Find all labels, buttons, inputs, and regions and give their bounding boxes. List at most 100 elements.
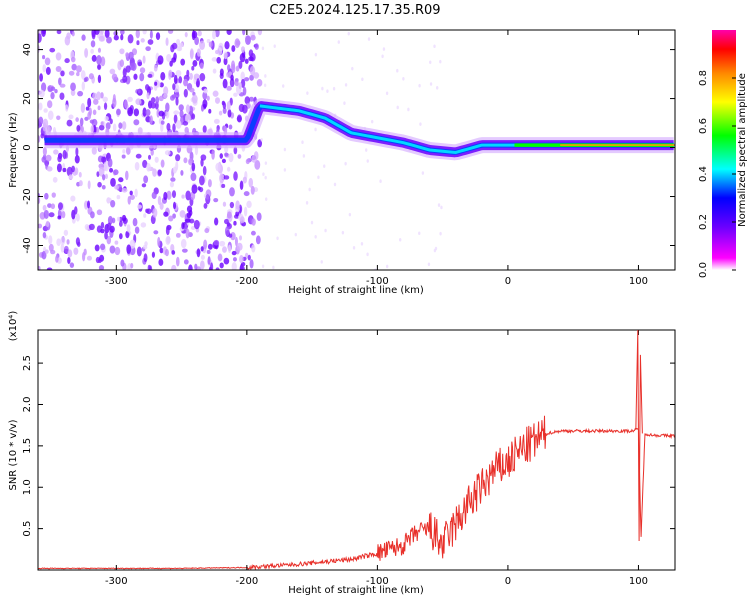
noise-blob	[218, 42, 224, 52]
noise-blob	[196, 78, 200, 88]
noise-blob	[53, 149, 59, 155]
noise-blob	[104, 116, 109, 122]
noise-blob	[261, 46, 265, 51]
noise-blob	[224, 152, 229, 157]
noise-blob	[264, 161, 268, 165]
noise-blob	[88, 73, 94, 80]
noise-blob	[84, 47, 89, 58]
noise-blob	[91, 31, 96, 40]
noise-blob	[97, 181, 102, 188]
noise-blob	[45, 154, 52, 162]
noise-blob	[160, 72, 166, 81]
noise-blob	[109, 168, 114, 173]
noise-blob	[222, 107, 227, 114]
chart-title: C2E5.2024.125.17.35.R09	[269, 3, 440, 18]
noise-blob	[98, 35, 105, 42]
noise-blob	[247, 254, 251, 261]
noise-blob	[66, 239, 70, 245]
noise-blob	[125, 230, 130, 239]
noise-blob	[48, 243, 54, 252]
noise-blob	[217, 253, 223, 262]
noise-blob	[79, 117, 84, 127]
noise-blob	[118, 122, 123, 129]
noise-blob	[74, 167, 79, 176]
noise-blob	[157, 236, 161, 247]
noise-blob	[165, 37, 169, 46]
noise-blob	[211, 149, 215, 160]
noise-blob	[237, 154, 242, 159]
noise-blob	[114, 246, 121, 256]
noise-blob	[147, 73, 153, 78]
noise-blob	[215, 49, 219, 55]
noise-blob	[199, 260, 205, 270]
noise-blob	[81, 34, 86, 41]
noise-blob	[127, 195, 131, 205]
noise-blob	[396, 68, 399, 73]
noise-blob	[200, 246, 204, 252]
noise-blob	[142, 244, 148, 250]
noise-blob	[69, 262, 75, 268]
noise-blob	[45, 66, 51, 75]
noise-blob	[164, 150, 171, 156]
noise-blob	[218, 110, 223, 116]
noise-blob	[220, 174, 225, 180]
noise-blob	[119, 59, 125, 68]
noise-blob	[238, 235, 243, 241]
noise-blob	[42, 204, 47, 211]
noise-blob	[132, 217, 138, 227]
noise-blob	[127, 96, 133, 102]
noise-blob	[382, 47, 386, 51]
noise-blob	[127, 107, 133, 117]
noise-blob	[55, 65, 62, 72]
noise-blob	[210, 262, 214, 270]
noise-blob	[183, 88, 188, 98]
noise-blob	[60, 243, 65, 253]
noise-blob	[154, 156, 159, 163]
noise-blob	[214, 119, 220, 124]
noise-blob	[122, 68, 127, 78]
noise-blob	[54, 89, 58, 94]
noise-blob	[56, 115, 61, 121]
noise-blob	[122, 214, 127, 222]
noise-blob	[163, 191, 168, 201]
noise-blob	[106, 235, 112, 245]
noise-blob	[239, 216, 245, 224]
noise-blob	[243, 206, 248, 217]
noise-blob	[153, 230, 159, 235]
noise-blob	[59, 92, 65, 100]
noise-blob	[240, 71, 245, 81]
noise-blob	[231, 250, 237, 256]
noise-blob	[250, 230, 256, 236]
noise-blob	[178, 104, 184, 111]
noise-blob	[341, 230, 345, 235]
noise-blob	[164, 248, 169, 257]
noise-blob	[148, 154, 152, 160]
noise-blob	[76, 124, 81, 132]
colorbar-tick-label: 0.8	[698, 70, 709, 86]
noise-blob	[283, 147, 287, 152]
x-tick-label: 0	[505, 276, 511, 287]
noise-blob	[178, 76, 183, 84]
noise-blob	[147, 39, 154, 45]
noise-blob	[179, 210, 186, 218]
noise-blob	[396, 105, 399, 110]
noise-blob	[337, 40, 340, 44]
noise-blob	[248, 177, 254, 188]
noise-blob	[343, 101, 346, 105]
noise-blob	[227, 244, 232, 254]
noise-blob	[437, 203, 441, 207]
noise-blob	[93, 98, 99, 105]
noise-blob	[134, 161, 140, 171]
noise-blob	[64, 35, 71, 46]
noise-blob	[77, 90, 84, 97]
noise-blob	[256, 79, 263, 87]
noise-blob	[235, 65, 240, 72]
snr-y-ticks: 0.5 1.0 1.5 2.0 2.5	[22, 355, 675, 537]
noise-blob	[172, 201, 177, 210]
noise-blob	[180, 170, 184, 176]
noise-blob	[170, 177, 176, 182]
colorbar-tick-label: 0.2	[698, 214, 709, 230]
noise-blob	[52, 176, 58, 183]
